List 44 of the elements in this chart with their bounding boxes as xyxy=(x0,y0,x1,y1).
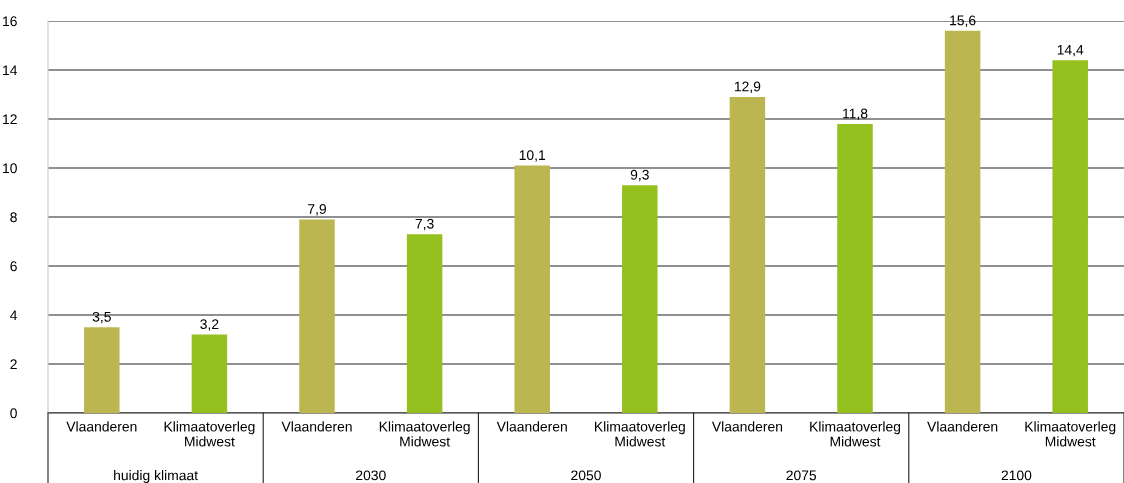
x-tick-label: Vlaanderen xyxy=(927,421,998,432)
x-tick-label: Vlaanderen xyxy=(66,421,137,432)
data-label: 3,5 xyxy=(92,311,111,324)
data-label: 11,8 xyxy=(843,108,868,121)
bar xyxy=(729,96,766,413)
y-tick-label: 10 xyxy=(3,163,17,174)
x-tick-label: Klimaatoverleg Midwest xyxy=(810,421,901,447)
text: 2075 xyxy=(786,470,817,481)
x-tick-label: Vlaanderen xyxy=(711,421,783,432)
y-tick-label: 0 xyxy=(10,408,17,419)
bar xyxy=(944,30,981,413)
bar xyxy=(837,123,873,413)
data-label: 12,9 xyxy=(734,81,761,94)
text: 2050 xyxy=(571,470,601,481)
bar xyxy=(406,234,443,413)
y-tick-label: 14 xyxy=(3,65,18,76)
y-tick-label: 12 xyxy=(3,114,17,125)
data-label: 15,6 xyxy=(950,15,976,27)
data-label: 7,9 xyxy=(308,204,326,216)
bar xyxy=(84,327,120,413)
x-tick-label: Klimaatoverleg Midwest xyxy=(595,421,685,447)
x-tick-label: Klimaatoverleg Midwest xyxy=(164,421,255,447)
text: 2030 xyxy=(356,470,386,481)
y-tick-label: 4 xyxy=(10,310,18,321)
bar xyxy=(1052,60,1088,413)
x-tick-label: Klimaatoverleg Midwest xyxy=(1025,421,1116,447)
bar xyxy=(622,185,658,413)
x-tick-label: Vlaanderen xyxy=(496,421,567,432)
bar xyxy=(514,165,550,413)
x-tick-label: Vlaanderen xyxy=(281,421,352,432)
bar xyxy=(191,334,228,413)
y-tick-label: 2 xyxy=(10,359,17,370)
data-label: 14,4 xyxy=(1057,44,1084,57)
text: huidig klimaat xyxy=(114,470,198,483)
y-tick-label: 16 xyxy=(3,16,17,27)
data-label: 9,3 xyxy=(630,169,649,182)
y-tick-label: 8 xyxy=(10,212,17,223)
bar xyxy=(299,219,335,413)
data-label: 10,1 xyxy=(519,150,546,162)
data-label: 3,2 xyxy=(200,319,219,331)
data-label: 7,3 xyxy=(415,218,434,231)
y-tick-label: 6 xyxy=(10,261,17,272)
x-tick-label: Klimaatoverleg Midwest xyxy=(379,421,470,447)
text: 2100 xyxy=(1001,470,1032,481)
